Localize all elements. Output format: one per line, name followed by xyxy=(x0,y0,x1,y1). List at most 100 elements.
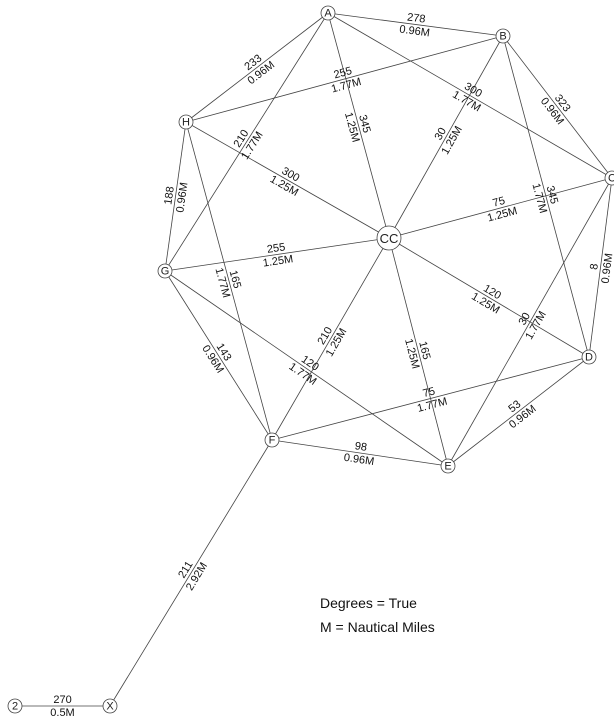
node-cc-label: CC xyxy=(380,231,399,246)
edge-a-c xyxy=(327,12,613,179)
edge-h-cc xyxy=(185,121,390,239)
edge-g-f xyxy=(164,270,273,441)
edge-distance: 1.77M xyxy=(416,396,449,415)
edge-f-d xyxy=(271,356,590,441)
edge-bearing: 255 xyxy=(266,241,286,256)
edge-distance: 0.96M xyxy=(600,252,614,284)
node-x-circle xyxy=(102,698,118,714)
node-b-label: B xyxy=(499,31,506,43)
edge-cc-e xyxy=(388,237,449,467)
node-cc-circle xyxy=(376,225,402,251)
node-h-circle xyxy=(178,114,194,130)
node-two-circle xyxy=(7,698,23,714)
node-d-label: D xyxy=(585,352,593,364)
edge-x-f xyxy=(109,439,273,707)
edge-a-g xyxy=(164,12,329,272)
edge-b-cc xyxy=(388,35,504,239)
edge-distance: 0.5M xyxy=(50,707,74,719)
edge-distance: 1.25M xyxy=(262,253,294,269)
edge-bearing: 75 xyxy=(422,385,437,400)
edge-bearing: 75 xyxy=(491,195,506,210)
edge-label-c-e: 301.77M xyxy=(517,309,549,342)
edge-distance: 0.96M xyxy=(399,23,431,39)
edge-bearing: 188 xyxy=(162,186,176,206)
edge-bearing: 278 xyxy=(406,11,426,25)
node-g-circle xyxy=(157,263,173,279)
edge-label-cc-c: 751.25M xyxy=(486,195,519,225)
node-c-circle xyxy=(604,170,614,186)
node-h-label: H xyxy=(182,117,190,129)
edge-bearing: 345 xyxy=(544,185,560,206)
legend-miles: M = Nautical Miles xyxy=(320,619,435,635)
edge-label-f-d: 751.77M xyxy=(416,385,449,415)
edge-cc-f xyxy=(271,237,390,441)
node-c-label: C xyxy=(608,173,614,185)
edge-h-a xyxy=(185,12,329,123)
node-g-label: G xyxy=(161,266,170,278)
edge-f-e xyxy=(271,439,449,467)
node-e-circle xyxy=(440,458,456,474)
edge-e-d xyxy=(447,356,590,467)
edge-h-g xyxy=(164,121,187,272)
node-d-circle xyxy=(581,349,597,365)
node-a-label: A xyxy=(324,8,332,20)
edge-label-f-e: 980.96M xyxy=(343,440,375,468)
legend-degrees: Degrees = True xyxy=(320,595,417,611)
edge-b-d xyxy=(502,35,590,358)
nodes-layer: A B C D E F G H CC 2 X xyxy=(7,5,614,714)
edge-c-e xyxy=(447,177,613,467)
node-a-circle xyxy=(320,5,336,21)
edge-bearing: 345 xyxy=(356,114,372,135)
edge-h-f xyxy=(185,121,273,441)
edge-cc-c xyxy=(388,177,613,239)
node-two-label: 2 xyxy=(12,701,18,713)
edge-a-b xyxy=(327,12,504,37)
node-x-label: X xyxy=(106,701,114,713)
edge-distance: 0.96M xyxy=(174,182,190,214)
edge-bearing: 165 xyxy=(227,269,243,290)
edge-c-d xyxy=(588,177,613,358)
edge-bearing: 270 xyxy=(53,694,71,706)
edge-bearing: 165 xyxy=(416,340,432,361)
edge-bearing: 30 xyxy=(517,311,533,328)
edge-label-c-d: 80.96M xyxy=(588,252,614,284)
edge-bearing: 53 xyxy=(506,398,523,415)
edge-a-cc xyxy=(327,12,390,239)
edge-label-b-cc: 301.25M xyxy=(433,124,465,157)
edge-bearing: 98 xyxy=(354,440,368,454)
edge-distance: 0.96M xyxy=(343,452,375,468)
edge-distance: 1.25M xyxy=(486,205,519,225)
node-e-label: E xyxy=(444,461,451,473)
node-f-label: F xyxy=(269,435,276,447)
edges-layer xyxy=(15,12,613,707)
edge-bearing: 255 xyxy=(332,65,353,81)
node-b-circle xyxy=(495,28,511,44)
edge-label-e-d: 530.96M xyxy=(506,398,538,431)
edge-h-b xyxy=(185,35,504,123)
edge-bearing: 30 xyxy=(433,126,449,143)
edge-b-c xyxy=(502,35,613,179)
edge-g-cc xyxy=(164,237,390,272)
edge-bearing: 8 xyxy=(588,263,601,271)
edge-cc-d xyxy=(388,237,590,358)
node-f-circle xyxy=(264,432,280,448)
